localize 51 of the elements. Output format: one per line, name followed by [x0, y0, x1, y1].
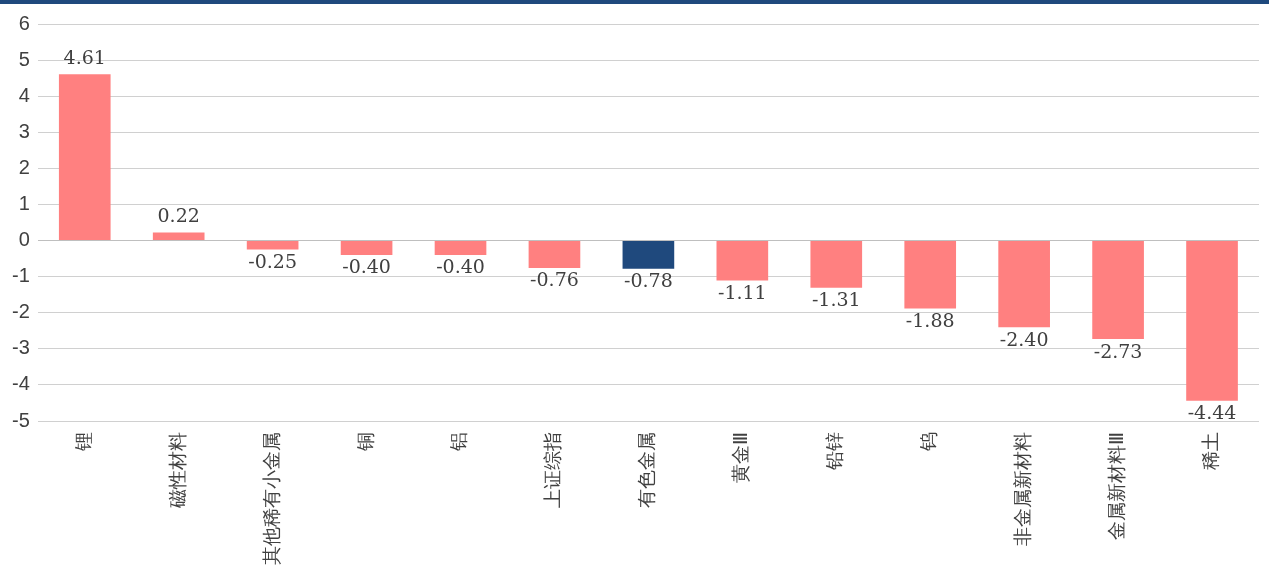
data-label: -2.73 — [1093, 339, 1143, 362]
bar — [340, 241, 393, 255]
data-label: 4.61 — [63, 45, 106, 68]
data-label: -0.40 — [436, 255, 485, 278]
x-tick-label: 铜 — [353, 432, 376, 452]
bar — [246, 241, 299, 250]
data-label: -0.40 — [342, 255, 391, 278]
y-tick-label: 6 — [18, 11, 30, 34]
x-tick-label: 非金属新材料 — [1011, 432, 1034, 546]
y-tick-label: -4 — [11, 372, 30, 395]
bar — [528, 241, 581, 268]
bar — [434, 241, 487, 255]
x-tick-label: 铅锌 — [823, 432, 846, 471]
bar — [716, 241, 769, 281]
data-label: -1.11 — [717, 281, 767, 304]
y-tick-label: 3 — [18, 119, 30, 142]
bar — [998, 241, 1050, 328]
y-tick-label: 2 — [18, 155, 30, 178]
y-tick-label: -5 — [11, 408, 30, 431]
y-tick-label: 4 — [18, 83, 30, 106]
data-label: -0.25 — [248, 250, 297, 273]
bar — [810, 241, 863, 288]
data-label: -1.88 — [905, 308, 955, 331]
data-label: -2.40 — [999, 327, 1049, 350]
bar — [904, 241, 957, 309]
data-label: 0.22 — [157, 204, 200, 227]
x-tick-label: 上证综指 — [541, 432, 564, 508]
y-tick-label: -2 — [11, 300, 30, 323]
data-label: -0.78 — [624, 269, 673, 292]
data-label: -0.76 — [530, 268, 579, 291]
bar — [622, 241, 675, 269]
x-tick-label: 其他稀有小金属 — [259, 432, 282, 565]
bar — [152, 232, 205, 241]
x-tick-label: 磁性材料 — [165, 432, 188, 509]
bar — [1092, 241, 1144, 340]
x-tick-label: 黄金Ⅲ — [729, 432, 752, 484]
y-tick-label: 5 — [18, 47, 30, 70]
bar — [58, 74, 111, 241]
x-tick-label: 钨 — [917, 432, 940, 452]
x-tick-label: 金属新材料Ⅲ — [1105, 432, 1128, 541]
x-tick-label: 锂 — [71, 432, 94, 452]
x-tick-label: 稀土 — [1198, 432, 1221, 470]
y-tick-label: 1 — [18, 191, 30, 214]
x-tick-label: 有色金属 — [635, 432, 658, 508]
data-label: -4.44 — [1187, 401, 1237, 424]
x-tick-label: 铝 — [447, 432, 470, 452]
y-tick-label: 0 — [18, 228, 30, 251]
y-tick-label: -3 — [11, 336, 30, 359]
bar — [1186, 241, 1238, 401]
y-tick-label: -1 — [11, 264, 30, 287]
data-label: -1.31 — [811, 288, 861, 311]
